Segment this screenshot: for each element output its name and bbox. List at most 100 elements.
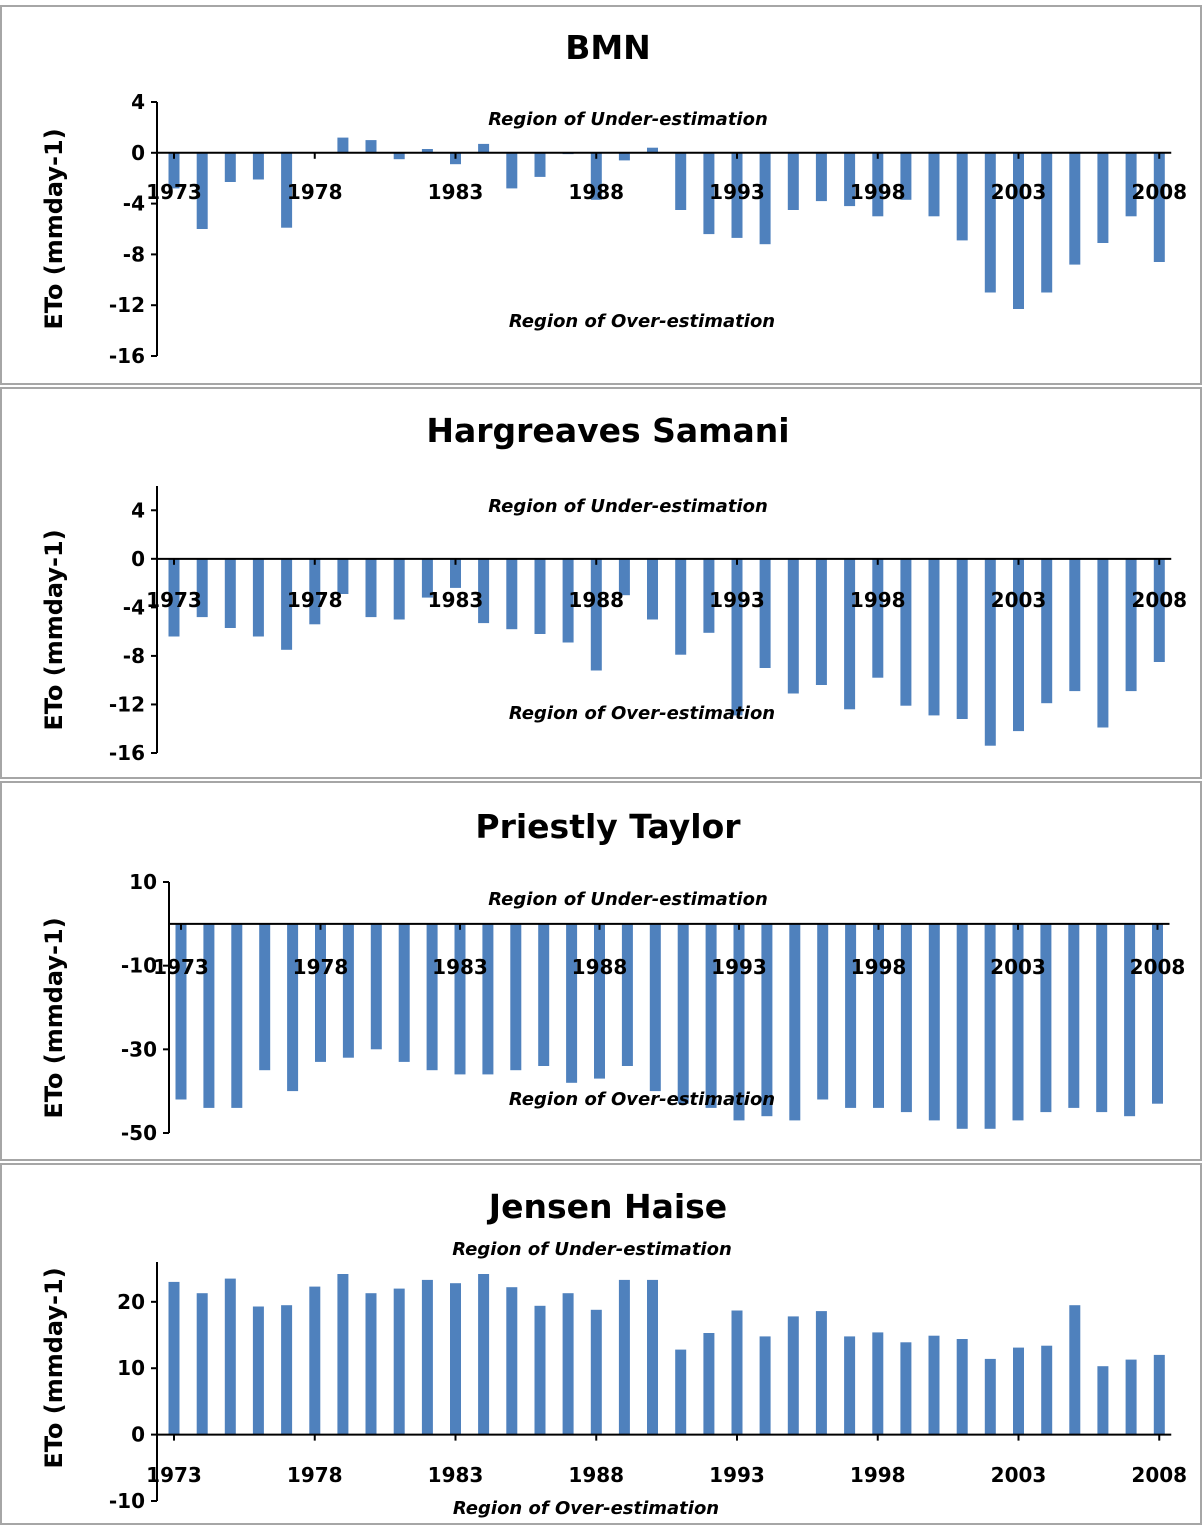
x-tick-label: 2008 [1131,180,1187,204]
bar [365,140,377,153]
bar [421,1279,433,1435]
bar [1040,923,1052,1113]
bar [703,152,715,235]
bar [534,1305,546,1435]
x-tick-label: 1988 [568,1463,624,1487]
bar [984,558,996,746]
bar [590,1309,602,1435]
bar [787,558,799,694]
bar [900,923,912,1113]
x-tick-label: 1983 [428,588,484,612]
bar [562,558,574,643]
bar [168,558,180,637]
y-tick-label: -8 [123,644,145,668]
y-tick-label: 4 [131,498,145,522]
y-tick-label: 4 [131,90,145,114]
x-tick-label: 1993 [711,955,767,979]
annotation-over-estimation: Region of Over-estimation [509,703,775,724]
bar [252,558,264,637]
bar [534,558,546,634]
y-tick-label: -10 [109,1489,145,1513]
bar [510,923,522,1071]
y-tick-label: 20 [117,1290,145,1314]
x-tick-label: 1993 [709,588,765,612]
bar [398,923,410,1062]
bar [956,558,968,719]
annotation-under-estimation: Region of Under-estimation [488,496,768,517]
bar [675,152,687,210]
bar [1097,1366,1109,1435]
bar [675,558,687,655]
bar [1013,1347,1024,1435]
bar [815,152,827,202]
y-tick-label: 0 [131,141,145,165]
bar [450,558,461,588]
y-tick-label: 10 [129,870,157,894]
bar [566,923,578,1083]
bar [703,558,715,633]
x-tick-label: 1983 [432,955,488,979]
bar [817,923,829,1100]
chart-title: Hargreaves Samani [426,411,789,450]
bar [759,558,771,668]
bar [900,558,912,706]
y-tick-label: -8 [123,242,145,266]
bar [956,923,968,1129]
x-tick-label: 1998 [850,588,906,612]
bar [900,152,912,200]
y-tick-label: -16 [109,344,145,368]
bar [928,558,940,716]
bar [454,923,466,1075]
bar [534,152,546,177]
bar [281,152,293,228]
bar [1153,1354,1165,1435]
x-tick-label: 2003 [990,955,1046,979]
bar [705,923,717,1108]
bar [647,147,658,153]
bar [196,558,208,618]
y-tick-label: -12 [109,293,145,317]
x-tick-label: 1988 [568,180,624,204]
x-tick-label: 1973 [146,180,202,204]
bar [844,558,856,710]
y-tick-label: -4 [123,192,145,216]
bar [224,558,236,628]
x-tick-label: 1993 [709,1463,765,1487]
bar [872,558,884,678]
bar [1152,923,1163,1104]
bar [252,1306,264,1435]
bar [1069,1305,1081,1435]
bar [733,923,745,1121]
x-tick-label: 2003 [991,588,1047,612]
y-axis-title: ETo (mmday-1) [40,529,68,730]
bar [703,1333,715,1435]
x-tick-label: 1998 [850,180,906,204]
bar [506,1287,518,1435]
bar [815,558,827,685]
bar [984,152,996,293]
bar [482,923,494,1075]
bar [618,152,630,161]
bar [1041,152,1053,293]
y-axis-title: ETo (mmday-1) [40,128,68,329]
chart-panel-3: Priestly Taylor 10 -10 -30 -50 1973 1978 1983 19… [0,781,1202,1161]
bar [789,923,801,1121]
bar [259,923,271,1071]
bar [1013,152,1024,309]
bar [224,1278,236,1435]
bar [1096,923,1108,1113]
bar [1069,558,1081,692]
bar [647,1279,658,1435]
bar [675,1349,687,1435]
bar [1125,558,1137,692]
chart-title: BMN [565,28,651,67]
bar [1069,152,1081,265]
bar [872,152,884,217]
bar [478,558,490,624]
x-tick-label: 2008 [1131,1463,1187,1487]
annotation-under-estimation: Region of Under-estimation [488,889,768,910]
bar [1124,923,1136,1117]
bar [845,923,857,1108]
bar [426,923,438,1071]
